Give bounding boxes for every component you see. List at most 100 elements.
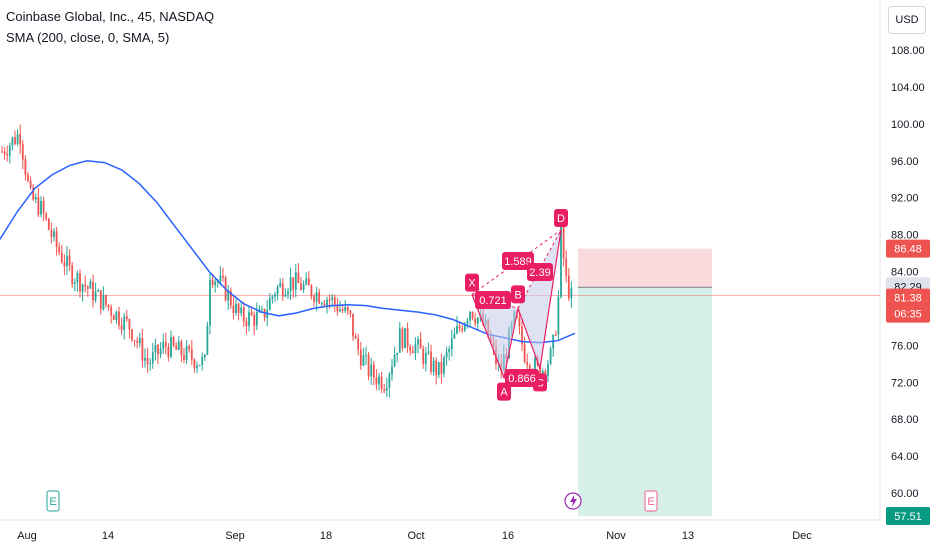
price-tick-label: 108.00 (891, 45, 925, 57)
take-profit-zone[interactable] (578, 287, 712, 516)
harmonic-pattern[interactable]: X A B C D 0.721 1.589 0.866 2.39 (465, 208, 568, 401)
candle-body (320, 303, 323, 305)
candle-body (476, 317, 479, 324)
candle-body (448, 349, 451, 353)
time-tick-label: 16 (502, 530, 514, 542)
pattern-point-badge (497, 382, 511, 401)
time-axis[interactable]: Aug 14 Sep 18 Oct 16 Nov 13 Dec (17, 530, 812, 542)
price-tick-label: 64.00 (891, 451, 919, 463)
price-tick-label: 68.00 (891, 414, 919, 426)
candle-body (346, 307, 349, 311)
candle-body (198, 365, 201, 367)
candle-body (380, 376, 383, 390)
price-tick-label: 96.00 (891, 156, 919, 168)
time-tick-label: Sep (225, 530, 245, 542)
candle-body (76, 273, 79, 283)
candle-body (305, 278, 308, 285)
pattern-point-badge (511, 285, 525, 304)
candle-body (539, 364, 542, 382)
stop-loss-zone[interactable] (578, 248, 712, 288)
price-axis[interactable]: 108.00104.00100.0096.0092.0088.0084.0080… (891, 45, 925, 500)
candle-body (396, 352, 399, 356)
candle-body (235, 303, 237, 314)
price-tick-label: 104.00 (891, 82, 925, 94)
candle-body (214, 281, 217, 286)
candle-body (183, 355, 185, 361)
candle-body (469, 311, 471, 321)
candle-body (222, 275, 224, 278)
candle-body (328, 299, 331, 301)
candle-body (271, 296, 274, 299)
candle-body (466, 320, 469, 324)
pattern-ratio-badge (502, 252, 534, 270)
candle-body (471, 311, 474, 319)
candle-body (53, 231, 55, 237)
candle-body (107, 304, 110, 308)
candle-body (50, 229, 53, 237)
candle-body (115, 311, 118, 320)
current-price-tag: 81.38 (894, 293, 922, 305)
candle-body (367, 354, 370, 377)
candle-body (458, 326, 461, 329)
time-tick-label: 18 (320, 530, 332, 542)
candle-body (144, 357, 146, 361)
candle-body (365, 354, 367, 356)
candle-body (445, 352, 448, 358)
candle-body (560, 225, 562, 297)
candle-body (227, 290, 230, 301)
candle-body (547, 363, 549, 376)
candle-body (450, 338, 453, 350)
candle-body (211, 279, 214, 286)
candle-body (190, 349, 193, 360)
candle-body (352, 313, 354, 337)
candle-body (188, 346, 191, 350)
price-tick-label: 92.00 (891, 193, 919, 205)
candle-body (406, 328, 409, 347)
sma-line[interactable] (0, 160, 576, 344)
currency-button[interactable]: USD (888, 6, 926, 34)
candle-body (45, 213, 48, 219)
candle-body (250, 312, 253, 316)
candle-body (255, 312, 258, 326)
earnings-marker[interactable] (46, 490, 60, 512)
time-tick-label: 13 (682, 530, 694, 542)
candle-body (474, 318, 477, 324)
time-tick-label: Aug (17, 530, 37, 542)
time-tick-label: Oct (407, 530, 424, 542)
candle-body (6, 154, 9, 156)
candle-body (97, 290, 100, 292)
candle-body (354, 336, 357, 339)
candle-body (133, 340, 136, 342)
candle-body (94, 291, 97, 301)
pattern-ratio-badge (505, 369, 539, 387)
bar-countdown-tag-bg (886, 304, 930, 323)
candle-body (154, 344, 157, 353)
time-tick-label: Nov (606, 530, 626, 542)
candle-body (89, 281, 92, 289)
candle-body (383, 389, 386, 391)
candle-body (276, 286, 279, 295)
candle-body (297, 272, 300, 284)
candle-body (279, 283, 282, 287)
candle-body (167, 346, 170, 357)
indicator-legend[interactable]: SMA (200, close, 0, SMA, 5) (6, 30, 170, 45)
candle-body (432, 360, 435, 372)
candle-body (201, 357, 204, 366)
lightning-bolt-icon (570, 495, 577, 507)
candle-body (336, 304, 339, 312)
candle-body (253, 315, 256, 326)
candle-body (453, 333, 456, 339)
candle-body (289, 277, 292, 292)
candle-body (419, 339, 422, 349)
pattern-ratio-label: 1.589 (504, 256, 532, 268)
candle-body (326, 299, 328, 306)
candle-body (375, 377, 378, 385)
candle-body (92, 281, 94, 301)
candle-body (292, 277, 295, 290)
candle-body (68, 255, 71, 266)
pattern-point-b: B (514, 289, 521, 301)
earnings-marker[interactable] (644, 490, 658, 512)
pattern-ratio-label: 2.39 (529, 267, 550, 279)
